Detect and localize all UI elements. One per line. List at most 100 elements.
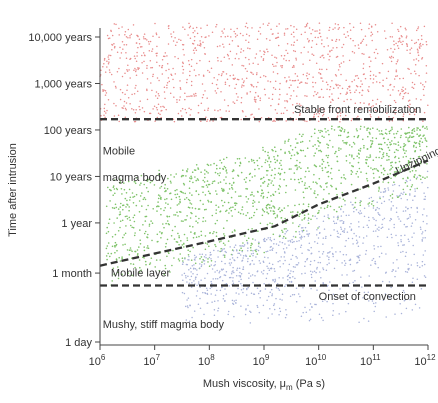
point-blue — [387, 187, 389, 189]
point-red — [278, 88, 281, 90]
point-blue — [368, 275, 370, 277]
point-red — [386, 49, 389, 51]
point-green — [386, 159, 388, 161]
point-red — [294, 50, 297, 53]
point-green — [200, 230, 202, 233]
point-blue — [247, 286, 249, 289]
point-blue — [284, 316, 287, 319]
point-blue — [379, 196, 381, 198]
point-blue — [189, 304, 191, 306]
point-green — [416, 187, 419, 190]
point-red — [349, 91, 352, 94]
point-blue — [199, 297, 201, 300]
point-red — [284, 106, 286, 109]
point-red — [297, 86, 299, 88]
point-red — [360, 80, 362, 82]
point-green — [279, 162, 281, 164]
point-green — [113, 245, 116, 247]
point-blue — [380, 191, 382, 194]
point-red — [318, 29, 321, 31]
point-green — [387, 181, 390, 184]
point-green — [149, 181, 152, 184]
point-green — [231, 186, 233, 189]
point-red — [108, 69, 111, 71]
point-blue — [238, 267, 241, 270]
point-blue — [185, 263, 188, 266]
point-blue — [288, 244, 290, 246]
point-blue — [285, 247, 288, 249]
point-green — [113, 188, 116, 190]
point-red — [146, 67, 148, 69]
point-green — [419, 134, 422, 136]
point-blue — [235, 299, 237, 301]
point-green — [207, 172, 209, 174]
point-green — [126, 249, 129, 251]
point-blue — [270, 245, 272, 248]
point-green — [139, 239, 141, 241]
point-blue — [416, 211, 419, 213]
point-green — [366, 159, 368, 161]
point-green — [248, 173, 251, 176]
point-green — [299, 161, 301, 164]
point-green — [356, 170, 359, 173]
point-red — [105, 112, 107, 114]
point-red — [219, 45, 221, 47]
point-red — [318, 68, 321, 70]
point-green — [147, 190, 149, 193]
point-red — [161, 109, 163, 112]
point-green — [320, 150, 323, 153]
point-blue — [420, 287, 423, 290]
point-green — [405, 155, 408, 158]
point-red — [121, 107, 123, 109]
point-red — [113, 23, 116, 25]
point-red — [235, 53, 238, 55]
point-green — [258, 168, 260, 170]
point-green — [197, 193, 200, 196]
point-red — [360, 42, 362, 44]
point-green — [310, 188, 312, 190]
point-green — [240, 195, 242, 197]
point-red — [146, 64, 148, 67]
point-green — [138, 271, 141, 274]
point-red — [254, 57, 257, 59]
point-red — [393, 43, 395, 46]
point-blue — [341, 262, 343, 264]
point-blue — [400, 192, 402, 194]
point-green — [358, 149, 360, 151]
point-red — [153, 105, 156, 107]
point-green — [195, 179, 197, 182]
point-green — [321, 158, 324, 161]
point-red — [326, 37, 328, 39]
point-red — [292, 111, 295, 114]
point-green — [160, 213, 162, 216]
point-green — [293, 178, 296, 181]
point-red — [338, 27, 341, 29]
point-red — [209, 120, 211, 122]
point-green — [260, 195, 262, 197]
point-green — [365, 172, 368, 175]
point-red — [306, 107, 308, 109]
point-blue — [310, 276, 313, 279]
point-green — [231, 215, 233, 217]
point-red — [172, 78, 174, 81]
point-green — [335, 210, 338, 213]
point-green — [351, 156, 353, 158]
point-green — [287, 140, 290, 142]
point-red — [271, 54, 273, 56]
point-blue — [381, 226, 384, 229]
point-blue — [419, 266, 421, 268]
point-green — [119, 182, 121, 184]
point-green — [407, 137, 409, 139]
point-blue — [357, 211, 360, 214]
point-blue — [221, 286, 223, 289]
point-green — [420, 178, 422, 181]
point-green — [298, 203, 301, 206]
point-red — [285, 80, 288, 83]
x-tick-label: 1011 — [360, 353, 381, 368]
point-red — [139, 100, 141, 102]
point-blue — [329, 281, 331, 283]
point-green — [307, 203, 310, 206]
point-red — [365, 44, 368, 46]
point-blue — [318, 250, 320, 253]
point-red — [163, 91, 166, 93]
